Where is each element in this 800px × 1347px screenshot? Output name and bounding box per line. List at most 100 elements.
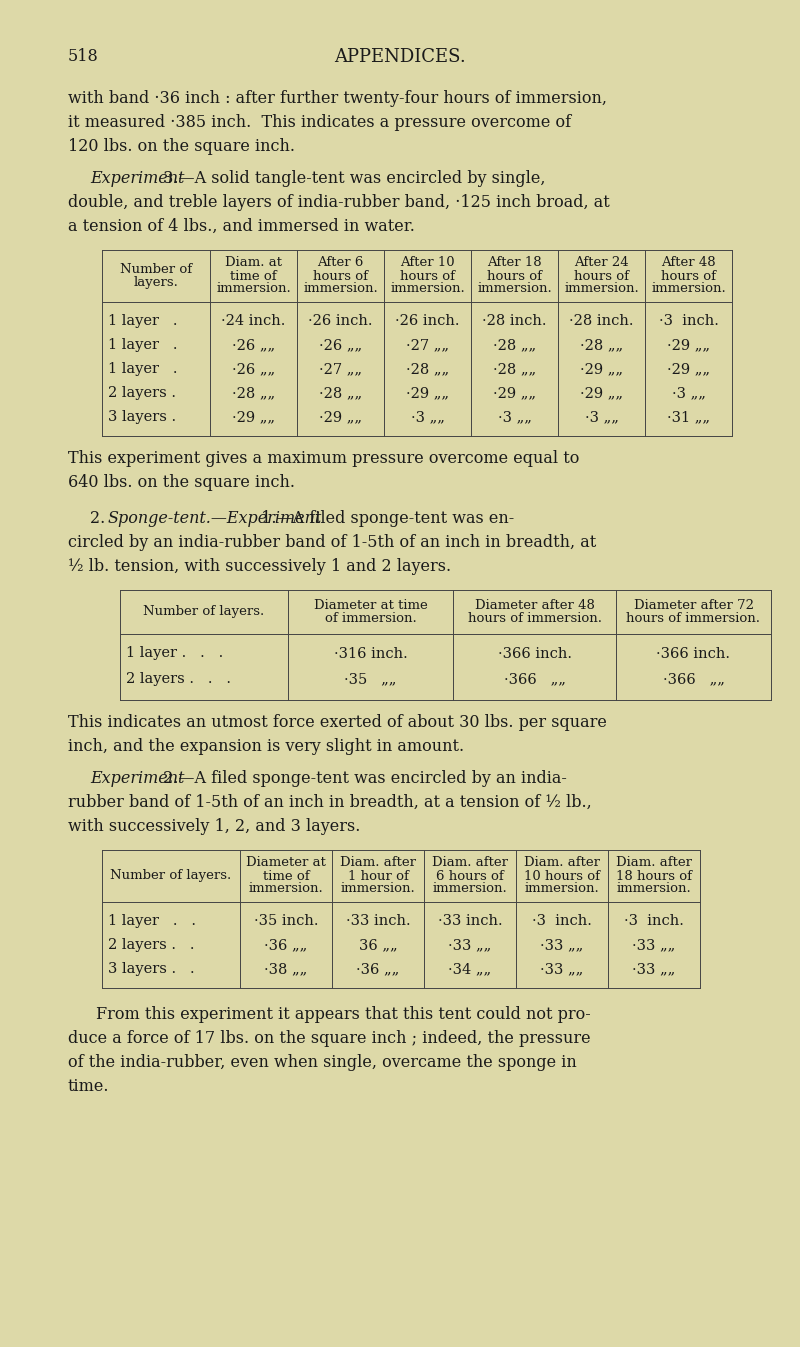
Text: ·316 inch.: ·316 inch. xyxy=(334,647,407,660)
Text: Diam. after: Diam. after xyxy=(432,857,508,870)
Text: After 48: After 48 xyxy=(661,256,716,269)
Text: it measured ·385 inch.  This indicates a pressure overcome of: it measured ·385 inch. This indicates a … xyxy=(68,114,571,131)
Text: After 18: After 18 xyxy=(487,256,542,269)
Text: ·26 „„: ·26 „„ xyxy=(232,338,275,352)
Text: hours of: hours of xyxy=(574,269,629,283)
Text: Experiment: Experiment xyxy=(90,170,184,187)
Text: with successively 1, 2, and 3 layers.: with successively 1, 2, and 3 layers. xyxy=(68,818,360,835)
Text: ·29 „„: ·29 „„ xyxy=(667,338,710,352)
Text: ·31 „„: ·31 „„ xyxy=(667,409,710,424)
Text: ·29 „„: ·29 „„ xyxy=(406,387,449,400)
Text: Diam. after: Diam. after xyxy=(616,857,692,870)
Text: Diameter at time: Diameter at time xyxy=(314,599,427,612)
Text: Number of: Number of xyxy=(120,263,192,276)
Text: Number of layers.: Number of layers. xyxy=(143,606,265,618)
Text: ·28 „„: ·28 „„ xyxy=(580,338,623,352)
Text: ·3  inch.: ·3 inch. xyxy=(658,314,718,329)
Text: 3.—A solid tangle-tent was encircled by single,: 3.—A solid tangle-tent was encircled by … xyxy=(158,170,546,187)
Text: ·29 „„: ·29 „„ xyxy=(319,409,362,424)
Text: 1 hour of: 1 hour of xyxy=(347,870,409,882)
Text: double, and treble layers of india-rubber band, ·125 inch broad, at: double, and treble layers of india-rubbe… xyxy=(68,194,610,211)
Text: ·28 „„: ·28 „„ xyxy=(232,387,275,400)
Text: ·26 inch.: ·26 inch. xyxy=(308,314,373,329)
Text: ·28 „„: ·28 „„ xyxy=(406,362,449,376)
Text: ·33 „„: ·33 „„ xyxy=(540,938,584,952)
Text: 1 layer   .   .: 1 layer . . xyxy=(108,915,196,928)
Text: immersion.: immersion. xyxy=(216,283,291,295)
Text: Diameter after 72: Diameter after 72 xyxy=(634,599,754,612)
Text: ·366 inch.: ·366 inch. xyxy=(498,647,571,660)
Text: 1 layer   .: 1 layer . xyxy=(108,338,178,352)
Text: Experiment: Experiment xyxy=(90,770,184,787)
Text: This indicates an utmost force exerted of about 30 lbs. per square: This indicates an utmost force exerted o… xyxy=(68,714,607,731)
Text: ·36 „„: ·36 „„ xyxy=(356,962,400,977)
Text: 6 hours of: 6 hours of xyxy=(436,870,504,882)
Text: Diameter after 48: Diameter after 48 xyxy=(474,599,594,612)
Text: ·3 „„: ·3 „„ xyxy=(671,387,706,400)
Text: After 10: After 10 xyxy=(400,256,455,269)
Text: ·28 „„: ·28 „„ xyxy=(493,338,536,352)
Text: ·33 inch.: ·33 inch. xyxy=(438,915,502,928)
Text: time of: time of xyxy=(262,870,310,882)
Text: hours of: hours of xyxy=(487,269,542,283)
Text: immersion.: immersion. xyxy=(564,283,639,295)
Text: layers.: layers. xyxy=(134,276,178,290)
Text: hours of immersion.: hours of immersion. xyxy=(467,612,602,625)
Text: immersion.: immersion. xyxy=(525,882,599,896)
Text: time.: time. xyxy=(68,1078,110,1095)
Text: 2.—A filed sponge-tent was encircled by an india-: 2.—A filed sponge-tent was encircled by … xyxy=(158,770,567,787)
Text: 10 hours of: 10 hours of xyxy=(524,870,600,882)
Text: ·366   „„: ·366 „„ xyxy=(503,672,566,687)
Text: ·29 „„: ·29 „„ xyxy=(667,362,710,376)
Text: ·366 inch.: ·366 inch. xyxy=(657,647,730,660)
Text: 1 layer .   .   .: 1 layer . . . xyxy=(126,647,223,660)
Text: ·38 „„: ·38 „„ xyxy=(264,962,308,977)
Text: ½ lb. tension, with successively 1 and 2 layers.: ½ lb. tension, with successively 1 and 2… xyxy=(68,558,451,575)
Text: 518: 518 xyxy=(68,48,98,65)
Text: 1.—A filed sponge-tent was en-: 1.—A filed sponge-tent was en- xyxy=(256,511,514,527)
Text: Sponge-tent.—Experiment: Sponge-tent.—Experiment xyxy=(108,511,322,527)
Text: ·29 „„: ·29 „„ xyxy=(232,409,275,424)
Text: ·35   „„: ·35 „„ xyxy=(344,672,397,687)
Text: This experiment gives a maximum pressure overcome equal to: This experiment gives a maximum pressure… xyxy=(68,450,579,467)
Text: hours of immersion.: hours of immersion. xyxy=(626,612,761,625)
Text: immersion.: immersion. xyxy=(249,882,323,896)
Text: Diameter at: Diameter at xyxy=(246,857,326,870)
Text: 3 layers .: 3 layers . xyxy=(108,409,176,424)
Text: immersion.: immersion. xyxy=(477,283,552,295)
Text: time of: time of xyxy=(230,269,277,283)
Text: 1 layer   .: 1 layer . xyxy=(108,362,178,376)
Text: 2 layers .: 2 layers . xyxy=(108,387,176,400)
Text: 2.: 2. xyxy=(90,511,110,527)
Text: ·29 „„: ·29 „„ xyxy=(493,387,536,400)
Text: immersion.: immersion. xyxy=(651,283,726,295)
Text: 2 layers .   .   .: 2 layers . . . xyxy=(126,672,231,687)
Text: inch, and the expansion is very slight in amount.: inch, and the expansion is very slight i… xyxy=(68,738,464,756)
Text: ·29 „„: ·29 „„ xyxy=(580,362,623,376)
Text: immersion.: immersion. xyxy=(303,283,378,295)
Text: Number of layers.: Number of layers. xyxy=(110,870,232,882)
Text: ·26 „„: ·26 „„ xyxy=(319,338,362,352)
Text: ·28 „„: ·28 „„ xyxy=(493,362,536,376)
Text: immersion.: immersion. xyxy=(341,882,415,896)
Text: 18 hours of: 18 hours of xyxy=(616,870,692,882)
Text: of immersion.: of immersion. xyxy=(325,612,416,625)
Text: hours of: hours of xyxy=(661,269,716,283)
Text: ·34 „„: ·34 „„ xyxy=(449,962,491,977)
Text: rubber band of 1-5th of an inch in breadth, at a tension of ½ lb.,: rubber band of 1-5th of an inch in bread… xyxy=(68,793,592,811)
Text: After 6: After 6 xyxy=(318,256,364,269)
Text: ·3  inch.: ·3 inch. xyxy=(532,915,592,928)
Text: Diam. after: Diam. after xyxy=(524,857,600,870)
Text: 3 layers .   .: 3 layers . . xyxy=(108,962,194,977)
Text: ·3 „„: ·3 „„ xyxy=(585,409,618,424)
Text: ·28 inch.: ·28 inch. xyxy=(570,314,634,329)
Text: 120 lbs. on the square inch.: 120 lbs. on the square inch. xyxy=(68,137,295,155)
Text: ·33 „„: ·33 „„ xyxy=(632,962,676,977)
Text: ·366   „„: ·366 „„ xyxy=(662,672,725,687)
Text: hours of: hours of xyxy=(400,269,455,283)
Text: ·26 inch.: ·26 inch. xyxy=(395,314,460,329)
Text: After 24: After 24 xyxy=(574,256,629,269)
Text: ·27 „„: ·27 „„ xyxy=(319,362,362,376)
Text: circled by an india-rubber band of 1-5th of an inch in breadth, at: circled by an india-rubber band of 1-5th… xyxy=(68,533,596,551)
Text: APPENDICES.: APPENDICES. xyxy=(334,48,466,66)
